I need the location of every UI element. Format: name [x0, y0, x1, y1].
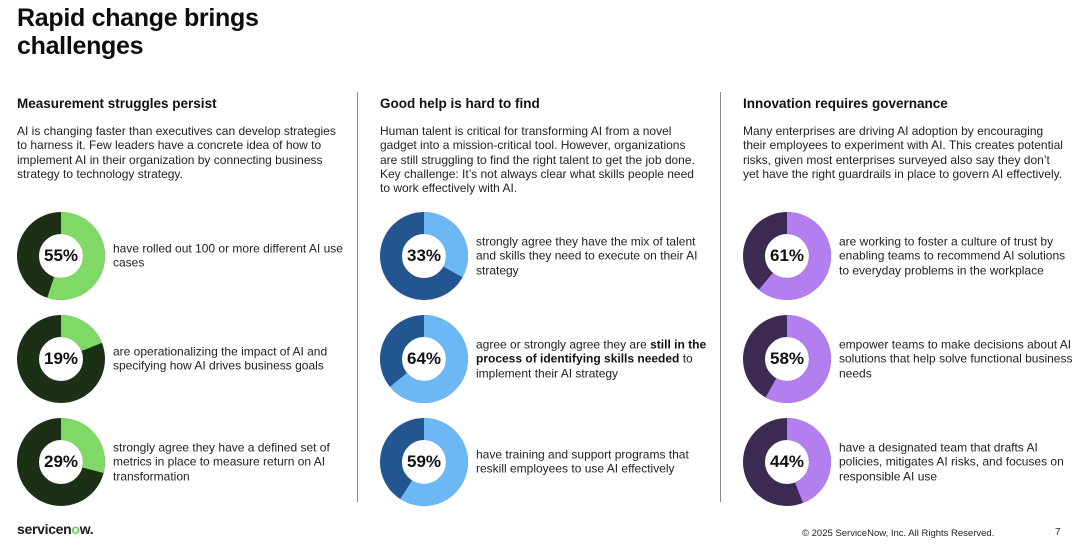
column-measurement: Measurement struggles persist AI is chan… [17, 96, 347, 506]
stat-description: strongly agree they have a defined set o… [113, 440, 330, 484]
donut-chart [380, 212, 468, 300]
logo-text-prefix: servicen [17, 521, 72, 537]
stat-item: 19% are operationalizing the impact of A… [17, 315, 357, 403]
column-intro: Human talent is critical for transformin… [380, 124, 695, 196]
donut-value-arc [380, 418, 468, 506]
column-talent: Good help is hard to find Human talent i… [380, 96, 710, 506]
stat-percentage: 44% [769, 452, 805, 471]
stat-percentage: 29% [43, 452, 79, 471]
donut-chart [743, 418, 831, 506]
stat-description: are operationalizing the impact of AI an… [113, 344, 328, 373]
stat-item: 64% agree or strongly agree they are sti… [380, 315, 720, 403]
servicenow-logo: servicenow. [17, 521, 94, 537]
stat-description: have a designated team that drafts AI po… [839, 440, 1064, 484]
stat-item: 59% have training and support programs t… [380, 418, 720, 506]
donut-value-arc [743, 418, 831, 506]
copyright-notice: © 2025 ServiceNow, Inc. All Rights Reser… [802, 528, 995, 539]
stat-text-after: to implement their AI strategy [476, 351, 693, 381]
stat-description: agree or strongly agree they are still i… [476, 338, 712, 381]
column-intro: AI is changing faster than executives ca… [17, 124, 336, 181]
page-title: Rapid change brings challenges [17, 4, 259, 60]
logo-text-o: o [71, 521, 80, 537]
donut-chart [380, 418, 468, 506]
donut-chart [17, 212, 105, 300]
donut-chart [743, 315, 831, 403]
stat-item: 44% have a designated team that drafts A… [743, 418, 1080, 506]
column-divider-2 [720, 92, 721, 502]
logo-text-suffix: w. [79, 521, 94, 537]
column-governance: Innovation requires governance Many ente… [743, 96, 1073, 506]
column-heading: Measurement struggles persist [17, 96, 217, 111]
stat-text-emphasis: still in the process of identifying skil… [476, 337, 707, 366]
stat-percentage: 58% [769, 349, 805, 368]
stat-percentage: 64% [406, 349, 442, 368]
stat-percentage: 19% [43, 349, 79, 368]
column-divider-1 [357, 92, 358, 502]
donut-value-arc [17, 212, 105, 300]
donut-chart [743, 212, 831, 300]
stat-description: have rolled out 100 or more different AI… [113, 241, 343, 270]
stat-item: 33% strongly agree they have the mix of … [380, 212, 720, 300]
stat-item: 55% have rolled out 100 or more differen… [17, 212, 357, 300]
stat-percentage: 59% [406, 452, 442, 471]
stat-item: 29% strongly agree they have a defined s… [17, 418, 357, 506]
donut-value-arc [17, 315, 105, 403]
donut-value-arc [380, 315, 468, 403]
stat-percentage: 61% [769, 246, 805, 265]
donut-value-arc [17, 418, 105, 506]
column-intro: Many enterprises are driving AI adoption… [743, 124, 1063, 181]
donut-chart [380, 315, 468, 403]
stat-item: 58% empower teams to make decisions abou… [743, 315, 1080, 403]
donut-value-arc [743, 212, 831, 300]
stat-percentage: 55% [43, 246, 79, 265]
stat-description: strongly agree they have the mix of tale… [476, 234, 698, 278]
stat-percentage: 33% [406, 246, 442, 265]
stat-item: 61% are working to foster a culture of t… [743, 212, 1080, 300]
donut-value-arc [743, 315, 831, 403]
stat-description: have training and support programs that … [476, 447, 689, 476]
stat-text-before: agree or strongly agree they are [476, 337, 651, 352]
donut-chart [17, 315, 105, 403]
donut-chart [17, 418, 105, 506]
stat-description: empower teams to make decisions about AI… [839, 337, 1073, 381]
page-number: 7 [1055, 527, 1061, 538]
donut-value-arc [380, 212, 468, 300]
stat-description: are working to foster a culture of trust… [839, 234, 1066, 278]
column-heading: Innovation requires governance [743, 96, 948, 111]
column-heading: Good help is hard to find [380, 96, 540, 111]
